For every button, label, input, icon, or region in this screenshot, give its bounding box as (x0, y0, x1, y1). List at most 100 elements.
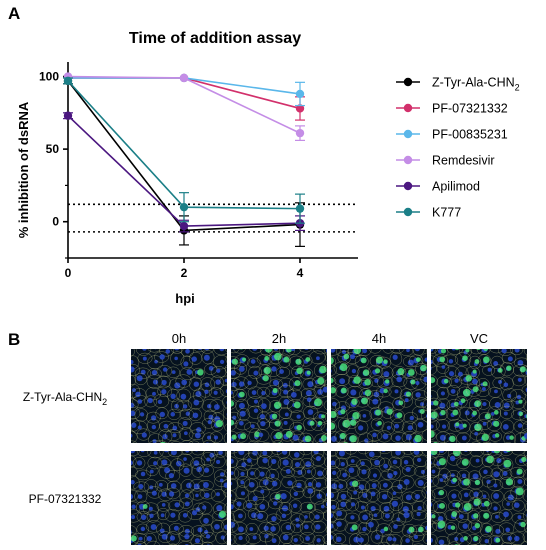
cell-nucleus (385, 349, 388, 350)
cell-signal (340, 409, 346, 415)
cell-signal (265, 349, 273, 353)
cell-signal (483, 512, 490, 519)
cell-nucleus (184, 533, 190, 540)
cell-outline (223, 488, 227, 498)
cell-nucleus (150, 415, 157, 421)
cell-outline (168, 499, 185, 512)
cell-outline (520, 365, 527, 378)
cell-outline (344, 351, 361, 364)
cell-nucleus (316, 356, 320, 361)
cell-outline (500, 398, 514, 411)
cell-nucleus (515, 400, 520, 405)
cell-outline (456, 432, 471, 443)
cell-outline (312, 534, 326, 545)
cell-outline (398, 509, 414, 523)
cell-signal (472, 410, 478, 416)
cell-nucleus (196, 466, 202, 473)
cell-outline (458, 502, 474, 514)
cell-nucleus (216, 504, 223, 512)
cell-nucleus (383, 371, 390, 378)
cell-nucleus (374, 378, 379, 383)
cell-nucleus (320, 445, 324, 449)
cell-signal (415, 357, 421, 362)
cell-nucleus (326, 436, 327, 440)
cell-outline (131, 363, 141, 377)
cell-nucleus (159, 528, 165, 534)
cell-nucleus (213, 390, 218, 395)
cell-outline (387, 485, 403, 500)
cell-nucleus (368, 521, 374, 528)
cell-signal (414, 434, 422, 443)
cell-outline (413, 466, 427, 477)
panel-b-label: B (8, 330, 20, 349)
cell-outline (256, 386, 271, 398)
cell-outline (134, 489, 148, 504)
cell-nucleus (164, 467, 171, 474)
cell-nucleus (261, 390, 266, 396)
cell-nucleus (526, 495, 527, 498)
cell-outline (412, 405, 427, 420)
cell-outline (511, 451, 526, 456)
cell-outline (381, 421, 395, 435)
cell-outline (345, 498, 360, 512)
cell-outline (322, 534, 327, 545)
cell-nucleus (184, 501, 190, 507)
cell-outline (287, 398, 304, 413)
cell-nucleus (529, 504, 535, 510)
cell-nucleus (315, 482, 322, 488)
cell-outline (401, 451, 416, 455)
cell-outline (299, 439, 314, 443)
cell-nucleus (170, 393, 176, 399)
cell-nucleus (514, 535, 520, 542)
cell-outline (131, 532, 139, 545)
cell-nucleus (219, 472, 225, 477)
cell-outline (233, 532, 250, 545)
cell-nucleus (131, 504, 136, 509)
cell-outline (490, 355, 504, 370)
cell-signal (487, 445, 491, 449)
cell-outline (513, 432, 527, 443)
cell-signal (439, 356, 446, 363)
cell-outline (387, 465, 401, 480)
cell-outline (522, 420, 527, 434)
cell-outline (234, 362, 248, 375)
cell-outline (147, 451, 164, 459)
cell-outline (159, 349, 175, 357)
cell-signal (215, 419, 223, 428)
cell-nucleus (146, 535, 152, 542)
cell-nucleus (261, 403, 267, 409)
cell-outline (234, 431, 248, 443)
cell-outline (308, 509, 325, 523)
micrograph-column-2: 4h (372, 331, 386, 346)
series-4 (63, 111, 305, 233)
cell-outline (145, 520, 163, 533)
cell-outline (146, 540, 161, 545)
cell-outline (157, 385, 173, 398)
cell-outline (524, 502, 527, 512)
cell-nucleus (160, 513, 165, 518)
cell-outline (487, 502, 501, 514)
cell-outline (358, 440, 370, 443)
cell-signal (473, 498, 481, 506)
cell-outline (334, 430, 348, 443)
cell-nucleus (216, 459, 221, 465)
cell-signal (351, 480, 359, 487)
cell-outline (376, 490, 394, 504)
cell-nucleus (350, 389, 357, 396)
cell-nucleus (252, 535, 257, 540)
cell-nucleus (424, 357, 427, 362)
cell-outline (243, 375, 258, 390)
cell-outline (377, 479, 393, 491)
cell-nucleus (285, 468, 291, 474)
micrograph-tile-0-1 (231, 349, 327, 449)
plot-area: 0 50 100 0 2 4 (39, 62, 358, 280)
cell-signal (375, 409, 382, 416)
cell-nucleus (295, 523, 300, 528)
cell-nucleus (370, 491, 376, 497)
cell-outline (279, 349, 295, 357)
cell-signal (342, 419, 351, 428)
cell-outline (511, 499, 525, 512)
cell-nucleus (404, 445, 410, 451)
cell-outline (523, 349, 527, 356)
cell-nucleus (271, 538, 277, 544)
